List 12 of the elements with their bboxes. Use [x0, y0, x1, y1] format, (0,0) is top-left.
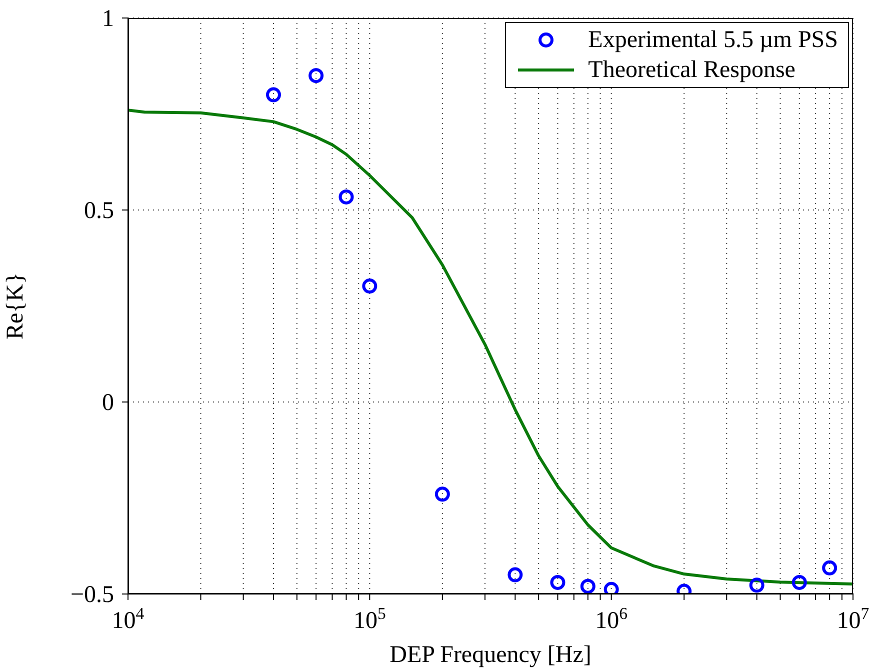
legend-label: Theoretical Response	[588, 56, 796, 85]
y-tick-label: 1	[102, 6, 114, 32]
x-tick-label: 10$^{7}$	[836, 604, 870, 634]
legend-label: Experimental 5.5 µm PSS	[588, 26, 838, 55]
x-axis-title: DEP Frequency [Hz]	[390, 642, 592, 668]
y-tick-label: 0	[102, 390, 114, 416]
x-tick-label: 10$^{5}$	[353, 604, 386, 634]
y-tick-label: 0.5	[84, 198, 114, 224]
y-tick-label: −0.5	[70, 582, 114, 608]
x-tick-label: 10$^{6}$	[595, 604, 628, 634]
y-axis-title: Re{K}	[2, 272, 29, 340]
x-tick-label: 10$^{4}$	[112, 604, 145, 634]
